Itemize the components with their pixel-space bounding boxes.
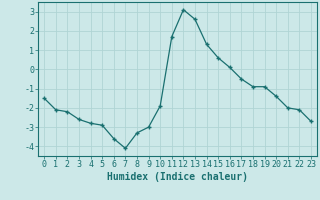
X-axis label: Humidex (Indice chaleur): Humidex (Indice chaleur) [107,172,248,182]
